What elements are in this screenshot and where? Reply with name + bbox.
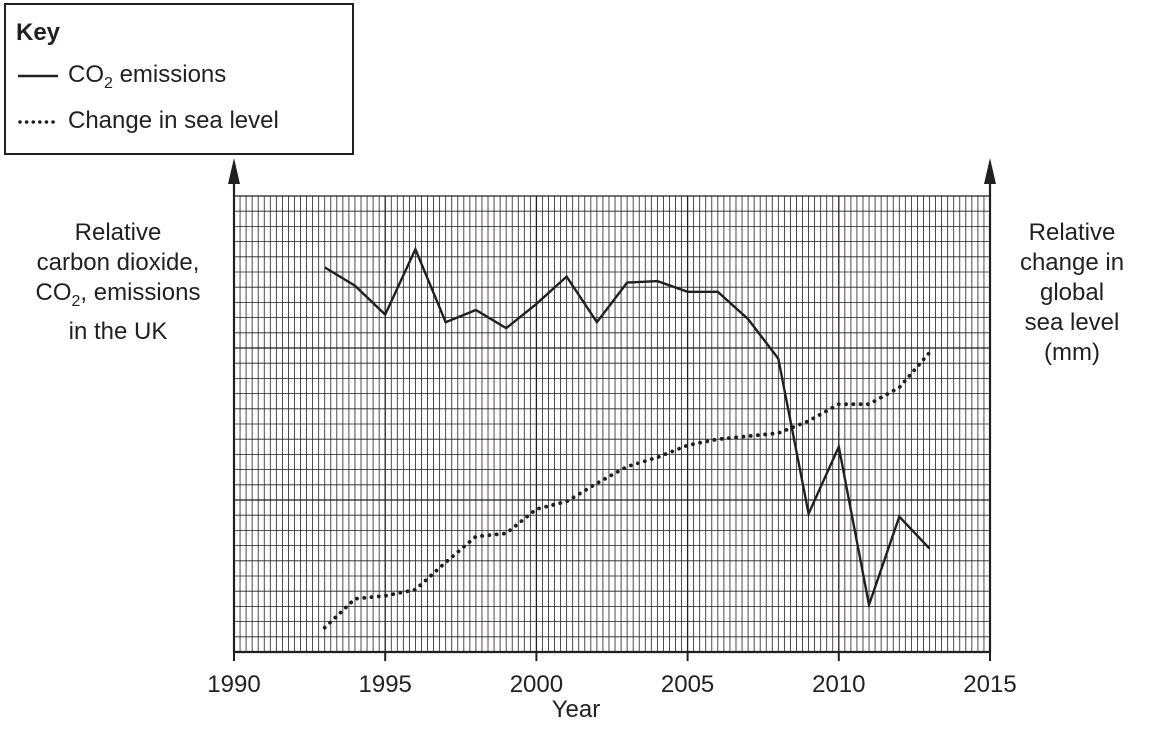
x-tick-label: 1990: [207, 671, 260, 698]
legend-item-co2: CO2 emissions: [18, 61, 226, 93]
x-tick-label: 2015: [963, 671, 1016, 698]
right-axis-arrow-icon: [984, 158, 996, 184]
minor-grid: [234, 196, 990, 652]
right-axis-label: Relative change in global sea level (mm): [994, 218, 1150, 368]
series-sea-level-line: [322, 350, 932, 630]
x-tick-label: 1995: [359, 671, 412, 698]
x-tick-label: 2005: [661, 671, 714, 698]
axes: [228, 158, 996, 654]
legend-co2-prefix: CO: [68, 61, 104, 88]
left-axis-line3-sub: 2: [71, 292, 81, 310]
series-layer: [322, 246, 932, 630]
left-axis-line4: in the UK: [68, 317, 168, 345]
right-axis-line5: (mm): [1044, 339, 1100, 366]
left-axis-line3-prefix: CO: [35, 279, 72, 306]
legend-title: Key: [16, 19, 61, 46]
right-axis-line1: Relative: [1028, 219, 1116, 246]
x-axis-label: Year: [551, 696, 601, 723]
x-tick-label: 2000: [510, 671, 563, 698]
right-axis-line4: sea level: [1024, 309, 1120, 336]
left-axis-arrow-icon: [228, 158, 240, 184]
x-tick-labels: 1990 1995 2000 2005 2010 2015: [207, 652, 1017, 698]
left-axis-line2: carbon dioxide,: [36, 249, 200, 276]
legend-co2-suffix: emissions: [112, 61, 227, 88]
left-axis-label: Relative carbon dioxide, CO2, emissions …: [0, 218, 236, 347]
legend-co2-sub: 2: [104, 74, 113, 92]
right-axis-line3: global: [1039, 279, 1105, 306]
left-axis-line1: Relative: [74, 219, 162, 246]
series-co2-line: [324, 246, 931, 610]
left-axis-line3-suffix: , emissions: [80, 279, 201, 306]
right-axis-line2: change in: [1019, 249, 1125, 276]
legend-item-sea-level: Change in sea level: [18, 107, 279, 135]
legend-key: Key CO2 emissions Change in sea level: [4, 3, 354, 155]
x-tick-label: 2010: [812, 671, 865, 698]
legend-dotted-line-icon: [18, 119, 60, 124]
legend-sea-label: Change in sea level: [68, 107, 279, 134]
legend-solid-line-icon: [18, 74, 58, 77]
left-axis-line3: CO2, emissions: [0, 278, 236, 317]
